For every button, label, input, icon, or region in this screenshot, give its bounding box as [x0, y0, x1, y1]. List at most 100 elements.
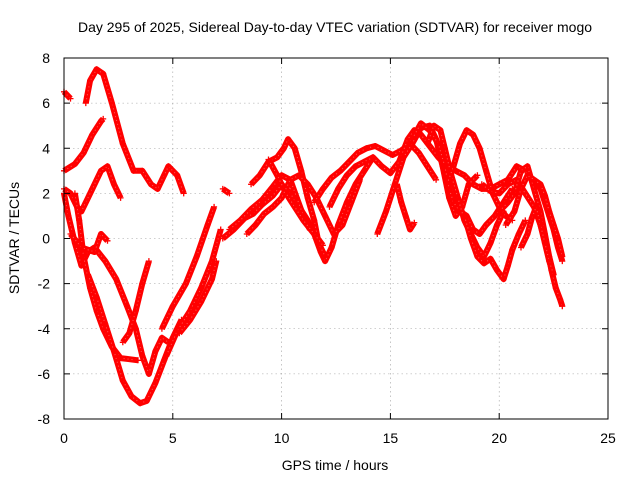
data-point — [226, 226, 233, 233]
data-point — [461, 212, 468, 219]
data-point — [67, 95, 74, 102]
data-point — [524, 172, 531, 179]
data-point — [278, 194, 285, 201]
series-line — [244, 172, 363, 237]
data-point — [393, 181, 400, 188]
series-marker-texture — [161, 206, 215, 330]
data-point — [430, 122, 437, 129]
y-tick-label: -4 — [38, 321, 51, 337]
data-point — [348, 199, 355, 206]
series-line — [61, 89, 73, 101]
data-point — [356, 176, 363, 183]
data-point — [71, 190, 78, 197]
series-arc-7 — [84, 271, 185, 407]
data-point — [311, 231, 318, 237]
data-point — [441, 145, 448, 152]
series-line — [159, 205, 217, 331]
series-arc-16 — [248, 136, 329, 260]
data-point — [250, 210, 257, 217]
series-arc-3 — [61, 115, 107, 174]
data-point — [481, 260, 487, 267]
data-point — [409, 136, 416, 143]
data-point — [82, 100, 89, 107]
data-point — [354, 149, 361, 156]
data-point — [444, 181, 450, 188]
data-point — [67, 231, 74, 237]
series-marker-texture — [520, 206, 555, 275]
data-point — [280, 145, 287, 152]
data-point — [470, 131, 477, 138]
y-tick-label: 0 — [42, 231, 50, 247]
data-point — [119, 140, 126, 147]
x-tick-labels: 0 5 10 15 20 25 — [60, 430, 616, 446]
data-point — [487, 255, 494, 262]
data-point — [261, 210, 268, 217]
series-arc-9 — [67, 231, 111, 255]
data-point — [139, 167, 146, 174]
data-point — [80, 149, 87, 156]
y-tick-label: 6 — [42, 95, 50, 111]
data-point — [541, 192, 548, 199]
data-point — [524, 163, 531, 170]
data-point — [219, 235, 226, 242]
data-point — [541, 240, 548, 246]
y-tick-label: 2 — [42, 185, 50, 201]
data-point — [319, 185, 326, 192]
data-point — [511, 190, 518, 197]
data-point — [387, 170, 394, 177]
data-point — [84, 271, 91, 278]
data-point — [132, 325, 139, 332]
data-point — [496, 190, 503, 197]
data-point — [330, 231, 337, 237]
data-point — [298, 167, 305, 174]
data-point — [550, 271, 557, 278]
data-point — [500, 276, 507, 283]
data-point — [518, 167, 524, 174]
data-point — [304, 181, 311, 188]
data-point — [528, 215, 535, 222]
data-point — [504, 199, 511, 206]
data-point — [487, 240, 494, 246]
data-point — [174, 172, 181, 179]
data-point — [457, 140, 463, 147]
data-point — [417, 120, 424, 127]
data-point — [372, 143, 379, 149]
series-arc-4 — [61, 163, 124, 215]
series-arc-18 — [243, 172, 363, 237]
series-arc-10 — [158, 203, 218, 332]
data-point — [424, 163, 431, 170]
data-point — [291, 145, 298, 152]
data-point — [98, 167, 104, 174]
series-marker-texture — [63, 91, 71, 99]
chart-title: Day 295 of 2025, Sidereal Day-to-day VTE… — [78, 19, 592, 35]
data-point — [87, 77, 94, 84]
data-point — [187, 316, 194, 323]
data-point — [91, 249, 98, 255]
data-point — [211, 203, 218, 210]
data-point — [481, 253, 487, 260]
data-point — [407, 226, 413, 233]
y-tick-label: 8 — [42, 50, 50, 66]
data-point — [476, 145, 483, 152]
series-arc-12 — [176, 258, 220, 337]
data-point — [163, 352, 170, 359]
data-point — [265, 156, 272, 163]
data-point — [461, 172, 468, 179]
data-point — [522, 190, 529, 197]
data-point — [424, 140, 431, 147]
data-point — [361, 158, 368, 165]
series-arc-13 — [219, 185, 233, 197]
data-point — [370, 154, 376, 161]
data-point — [145, 370, 152, 377]
series-marker-texture — [246, 174, 361, 235]
data-point — [450, 163, 457, 170]
series-arc-2 — [82, 66, 187, 197]
data-point — [504, 181, 511, 188]
data-point — [226, 190, 233, 197]
data-point — [119, 339, 126, 346]
series-arc-8 — [119, 258, 152, 346]
data-point — [400, 154, 407, 161]
x-tick-label: 5 — [169, 430, 177, 446]
y-axis-label: SDTVAR / TECUs — [6, 182, 22, 294]
series-line — [221, 186, 232, 196]
